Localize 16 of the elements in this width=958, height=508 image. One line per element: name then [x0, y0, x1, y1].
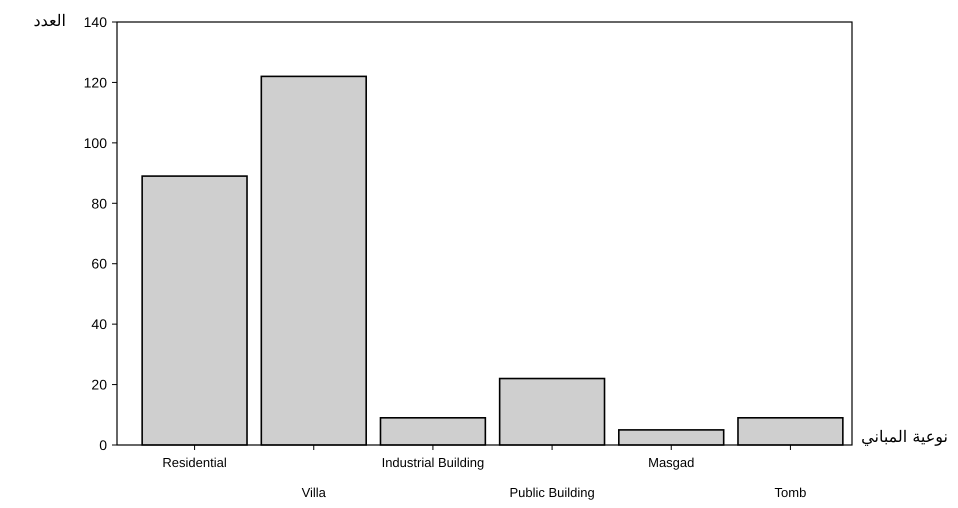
y-tick-label: 80	[91, 195, 108, 212]
y-tick-label: 140	[84, 14, 108, 30]
x-tick-label: Residential	[162, 455, 227, 470]
y-tick-label: 40	[91, 316, 108, 332]
y-tick-label: 60	[91, 256, 108, 272]
x-tick-label: Public Building	[509, 485, 595, 500]
y-tick-label: 0	[99, 437, 108, 453]
y-axis-title: العدد	[33, 11, 66, 30]
x-tick-label: Industrial Building	[382, 455, 484, 470]
x-tick-label: Tomb	[774, 485, 806, 500]
y-tick-label: 100	[84, 134, 108, 151]
y-tick-label: 20	[91, 376, 108, 393]
x-axis-title: نوعية المباني	[861, 427, 948, 446]
x-tick-label: Villa	[302, 485, 327, 500]
y-tick-label: 120	[84, 74, 108, 90]
x-tick-label: Masgad	[648, 455, 694, 470]
